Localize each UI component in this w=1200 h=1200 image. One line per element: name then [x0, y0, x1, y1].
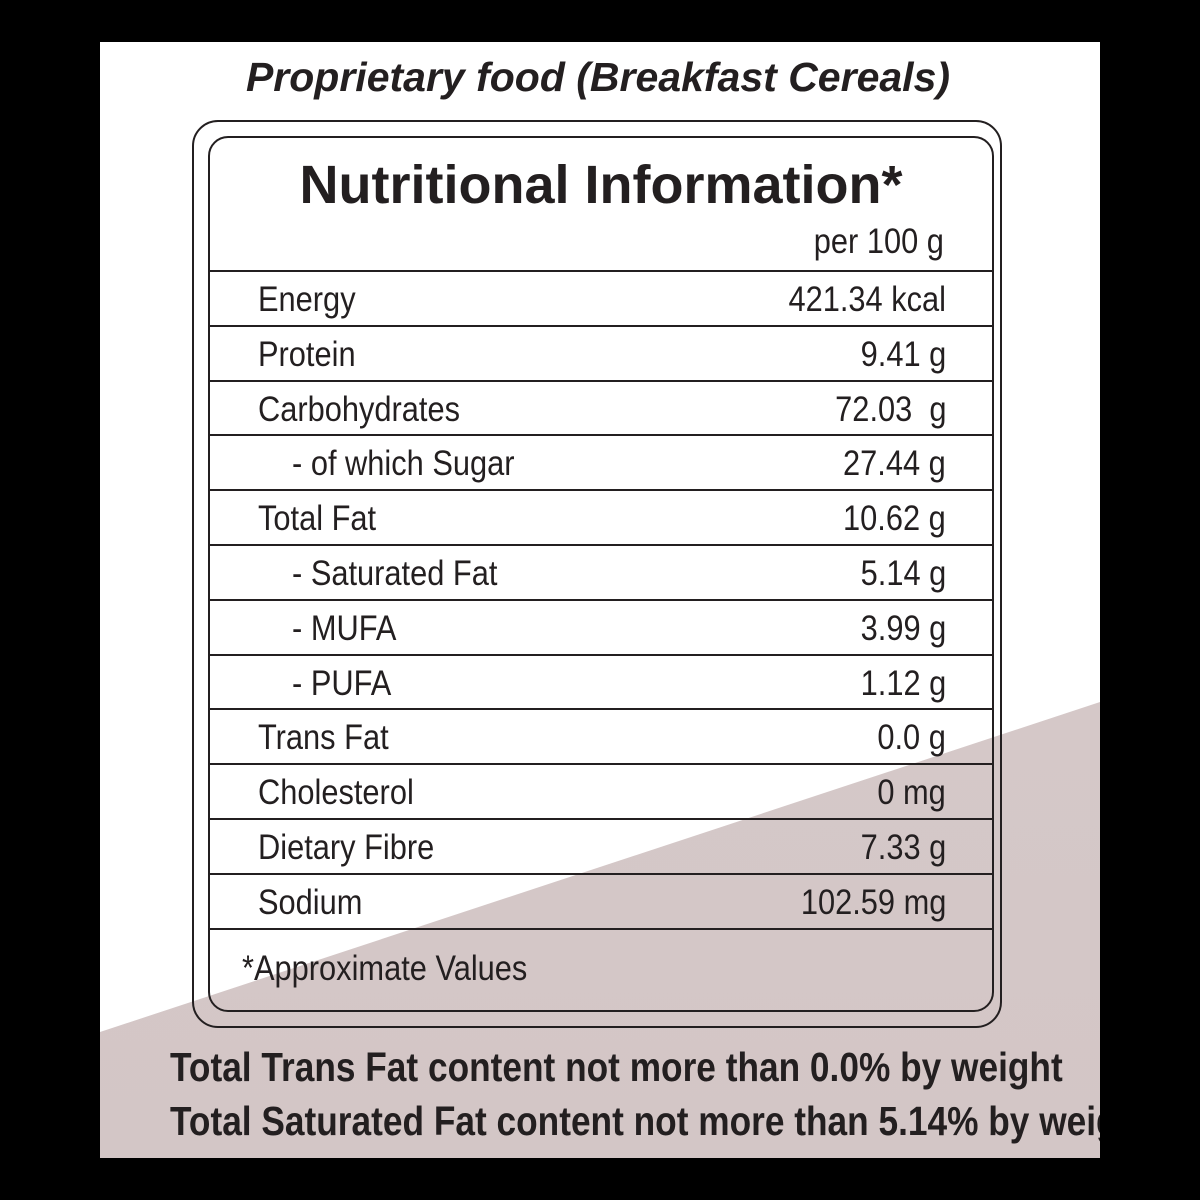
nutrient-row: Cholesterol 0 mg [210, 765, 992, 820]
nutrient-name: Total Fat [258, 499, 377, 538]
row-divider [210, 434, 992, 436]
nutrient-name: Sodium [258, 883, 363, 922]
row-divider [210, 270, 992, 272]
row-divider [210, 325, 992, 327]
nutrient-row: - PUFA 1.12 g [210, 656, 992, 711]
nutrient-amount: 10.62 g [843, 499, 946, 538]
nutrition-label-panel: Proprietary food (Breakfast Cereals) Nut… [100, 42, 1100, 1158]
row-divider [210, 873, 992, 875]
nutrient-amount: 0 mg [877, 773, 946, 812]
nutrient-name: Cholesterol [258, 773, 414, 812]
nutrient-name: - of which Sugar [292, 444, 515, 483]
nutrient-name: - Saturated Fat [292, 554, 498, 593]
table-title: Nutritional Information* [299, 155, 903, 215]
nutrient-name: Trans Fat [258, 718, 389, 757]
nutrient-name: - PUFA [292, 664, 392, 703]
nutrient-name: - MUFA [292, 609, 397, 648]
row-divider [210, 544, 992, 546]
nutrient-row: - Saturated Fat 5.14 g [210, 546, 992, 601]
nutrient-amount: 1.12 g [860, 664, 946, 703]
footnote: *Approximate Values [242, 949, 528, 988]
nutrient-row: Dietary Fibre 7.33 g [210, 820, 992, 875]
row-divider [210, 380, 992, 382]
nutrient-amount: 27.44 g [843, 444, 946, 483]
nutrient-amount: 9.41 g [860, 335, 946, 374]
nutrient-amount: 3.99 g [860, 609, 946, 648]
nutrient-amount: 5.14 g [860, 554, 946, 593]
nutrient-amount: 72.03 g [834, 390, 946, 429]
row-divider [210, 928, 992, 930]
nutrient-name: Energy [258, 280, 356, 319]
nutrient-row: Total Fat 10.62 g [210, 491, 992, 546]
nutrient-amount: 421.34 kcal [788, 280, 946, 319]
nutrient-row: Carbohydrates 72.03 g [210, 382, 992, 437]
saturated-fat-claim: Total Saturated Fat content not more tha… [170, 1098, 1100, 1144]
nutrient-amount: 0.0 g [877, 718, 946, 757]
nutrient-name: Carbohydrates [258, 390, 461, 429]
nutrient-row: - of which Sugar 27.44 g [210, 436, 992, 491]
row-divider [210, 489, 992, 491]
trans-fat-claim: Total Trans Fat content not more than 0.… [170, 1044, 1063, 1090]
nutrient-row: Sodium 102.59 mg [210, 875, 992, 930]
row-divider [210, 818, 992, 820]
row-divider [210, 763, 992, 765]
product-category: Proprietary food (Breakfast Cereals) [245, 54, 951, 100]
nutrient-name: Protein [258, 335, 356, 374]
table-inner-border [208, 136, 994, 1012]
row-divider [210, 654, 992, 656]
nutrient-amount: 102.59 mg [800, 883, 946, 922]
nutrient-row: Trans Fat 0.0 g [210, 710, 992, 765]
nutrient-row: Protein 9.41 g [210, 327, 992, 382]
nutrient-amount: 7.33 g [860, 828, 946, 867]
per-unit-label: per 100 g [813, 222, 944, 261]
nutrient-name: Dietary Fibre [258, 828, 435, 867]
nutrient-row: - MUFA 3.99 g [210, 601, 992, 656]
row-divider [210, 708, 992, 710]
nutrient-row: Energy 421.34 kcal [210, 272, 992, 327]
row-divider [210, 599, 992, 601]
table-outer-border [192, 120, 1002, 1028]
